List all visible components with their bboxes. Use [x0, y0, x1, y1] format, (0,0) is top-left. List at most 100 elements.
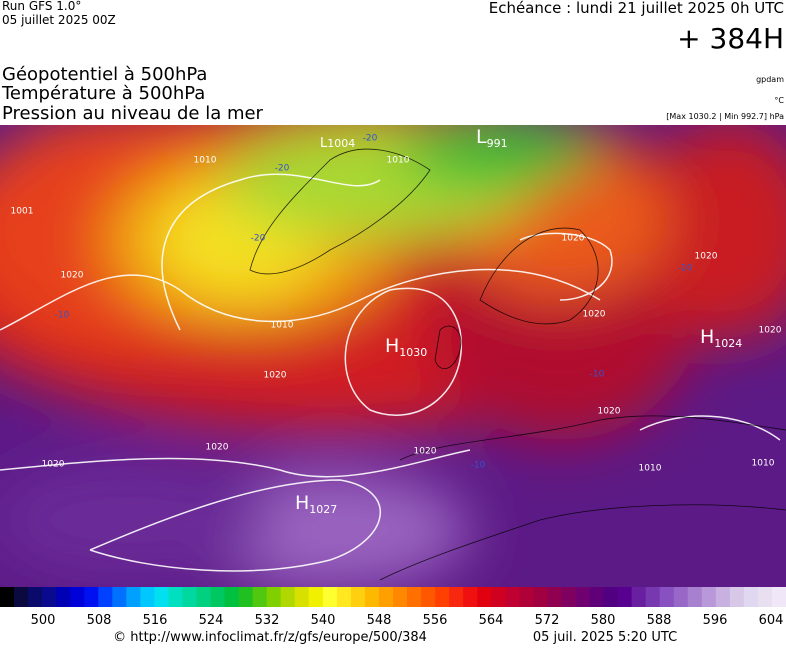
- pressure-center: L991: [476, 126, 508, 150]
- colorbar-swatch: [14, 587, 29, 607]
- colorbar-swatch: [449, 587, 464, 607]
- colorbar-swatch: [154, 587, 169, 607]
- colorbar-swatch: [687, 587, 703, 607]
- source: © http://www.infoclimat.fr/z/gfs/europe/…: [113, 630, 427, 645]
- colorbar-swatch: [238, 587, 254, 607]
- run: Run GFS 1.0°: [2, 0, 81, 13]
- colorbar-swatch: [435, 587, 450, 607]
- center-letter: H: [385, 335, 399, 357]
- colorbar-tick-label: 572: [535, 613, 560, 628]
- isobar-label: 1020: [695, 252, 718, 262]
- colorbar-swatch: [350, 587, 366, 607]
- colorbar-swatch: [463, 587, 478, 607]
- center-value: 1004: [327, 137, 355, 150]
- isobar-label: 1020: [562, 234, 585, 244]
- colorbar-swatch: [378, 587, 394, 607]
- colorbar-swatch: [196, 587, 212, 607]
- center-letter: H: [295, 492, 309, 514]
- temperature-label: -10: [590, 370, 605, 380]
- colorbar-swatch: [505, 587, 520, 607]
- colorbar-tick-label: 516: [143, 613, 168, 628]
- center-value: 991: [487, 137, 508, 150]
- colorbar-swatch: [182, 587, 197, 607]
- colorbar-swatch: [393, 587, 408, 607]
- pressure-center: L1004: [320, 136, 355, 151]
- colorbar-swatch: [56, 587, 71, 607]
- colorbar-swatch: [757, 587, 773, 607]
- colorbar-swatch: [70, 587, 85, 607]
- colorbar-swatch: [266, 587, 282, 607]
- center-value: 1024: [714, 337, 742, 350]
- isobar-label: 1010: [194, 156, 217, 166]
- colorbar-tick-label: 604: [759, 613, 784, 628]
- colorbar-swatch: [98, 587, 113, 607]
- temperature-label: -10: [55, 311, 70, 321]
- colorbar-tick-label: 524: [199, 613, 224, 628]
- temperature-label: -20: [363, 134, 378, 144]
- isobar-label: 1020: [759, 326, 782, 336]
- colorbar-swatch: [617, 587, 633, 607]
- field: Pression au niveau de la mer: [2, 103, 264, 124]
- center-value: 1030: [399, 346, 427, 359]
- field: Géopotentiel à 500hPa: [2, 64, 207, 85]
- colorbar-swatch: [336, 587, 352, 607]
- colorbar-tick-label: 588: [647, 613, 672, 628]
- isobar-label: 1020: [414, 447, 437, 457]
- field: Température à 500hPa: [1, 83, 205, 104]
- colorbar-swatch: [140, 587, 155, 607]
- isobar-label: 1020: [42, 460, 65, 470]
- colorbar-swatch: [771, 587, 786, 607]
- center-value: 1027: [309, 503, 337, 516]
- colorbar-tick-label: 556: [423, 613, 448, 628]
- unit: °C: [774, 96, 784, 105]
- isobar-label: 1020: [264, 371, 287, 381]
- colorbar-swatch: [224, 587, 240, 607]
- colorbar-swatch: [407, 587, 422, 607]
- colorbar-swatch: [280, 587, 296, 607]
- colorbar-swatch: [421, 587, 436, 607]
- colorbar: 500 508 516 524 532 540 548 556 564 572 580 588 596 6…: [0, 587, 786, 628]
- pressure-center: H1027: [295, 492, 337, 516]
- colorbar-swatch: [28, 587, 43, 607]
- valid-time: Echéance : lundi 21 juillet 2025 0h UTC: [489, 0, 784, 17]
- colorbar-swatch: [294, 587, 310, 607]
- isobar-label: 1010: [271, 321, 294, 331]
- colorbar-swatch: [715, 587, 731, 607]
- colorbar-swatch: [575, 587, 590, 607]
- isobar-label: 1020: [206, 443, 229, 453]
- temperature-label: -20: [275, 164, 290, 174]
- colorbar-tick-label: 532: [255, 613, 280, 628]
- colorbar-swatch: [477, 587, 492, 607]
- colorbar-swatch: [519, 587, 534, 607]
- colorbar-swatch: [491, 587, 506, 607]
- colorbar-tick-label: 564: [479, 613, 504, 628]
- isobar-label: 1001: [11, 207, 34, 217]
- colorbar-swatch: [210, 587, 226, 607]
- colorbar-swatch: [659, 587, 675, 607]
- lead-time: + 384H: [677, 22, 784, 55]
- colorbar-swatch: [673, 587, 689, 607]
- center-letter: L: [320, 136, 328, 151]
- isobar-label: 1010: [752, 459, 775, 469]
- colorbar-swatch: [547, 587, 562, 607]
- colorbar-swatch: [42, 587, 57, 607]
- colorbar-swatch: [631, 587, 647, 607]
- temperature-label: -20: [251, 234, 266, 244]
- pressure-center: H1024: [700, 326, 742, 350]
- colorbar-swatch: [168, 587, 183, 607]
- colorbar-swatch: [0, 587, 15, 607]
- center-letter: L: [476, 126, 487, 148]
- isobar-label: 1020: [598, 407, 621, 417]
- colorbar-swatch: [322, 587, 338, 607]
- colorbar-swatch: [364, 587, 380, 607]
- colorbar-tick-label: 500: [31, 613, 56, 628]
- unit: gpdam: [756, 75, 784, 84]
- center-letter: H: [700, 326, 714, 348]
- colorbar-tick-label: 580: [591, 613, 616, 628]
- colorbar-swatch: [84, 587, 99, 607]
- colorbar-swatch: [743, 587, 759, 607]
- colorbar-swatch: [729, 587, 745, 607]
- temperature-label: -10: [678, 264, 693, 274]
- colorbar-tick-label: 548: [367, 613, 392, 628]
- colorbar-swatch: [126, 587, 141, 607]
